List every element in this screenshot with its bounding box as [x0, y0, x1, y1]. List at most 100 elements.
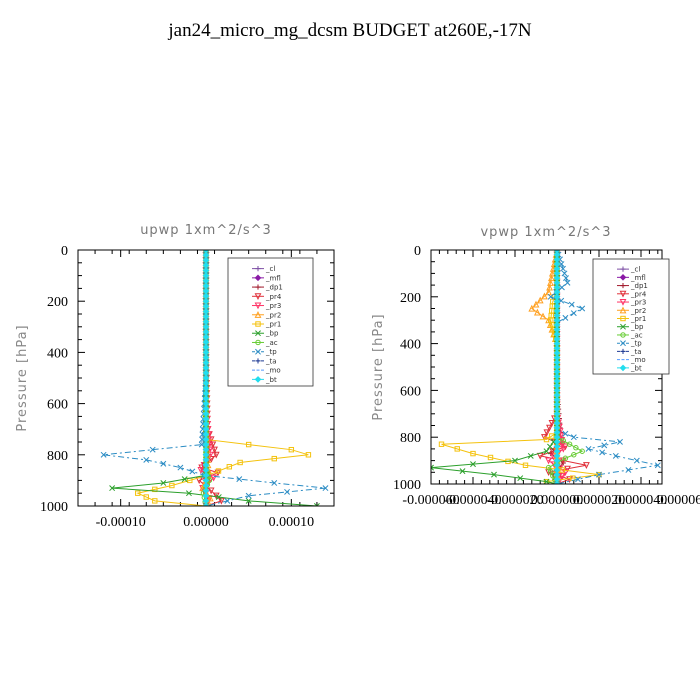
vpwp-series-tp-marker: [561, 270, 568, 277]
upwp-legend-label: _pr4: [265, 293, 282, 301]
vpwp-series-pr4-marker: [548, 420, 556, 427]
upwp-series-tp-marker: [143, 456, 150, 463]
upwp-series-tp-marker: [198, 441, 205, 448]
vpwp-series-bp-line: [431, 250, 558, 484]
upwp-legend-label: _bt: [265, 376, 277, 384]
vpwp-x-tick-label: 0.000000: [531, 493, 584, 508]
vpwp-series-bp-marker: [543, 478, 550, 484]
vpwp-series-pr2-marker: [540, 292, 548, 300]
vpwp-legend-marker: [619, 274, 627, 281]
vpwp-series-tp-marker: [579, 305, 586, 312]
vpwp-series-pr2-marker: [539, 312, 547, 320]
upwp-plot-frame: [77, 249, 335, 507]
vpwp-series-pr1-marker: [549, 433, 555, 439]
upwp-series-pr3-marker: [210, 474, 218, 482]
vpwp-series-tp-marker: [575, 476, 581, 483]
vpwp-series-bp-marker: [543, 448, 550, 455]
upwp-series-tp-marker: [236, 476, 243, 483]
vpwp-series-pr3-marker: [557, 432, 565, 440]
vpwp-series-pr2-marker: [533, 308, 541, 316]
upwp-series-tp-marker: [322, 485, 329, 492]
vpwp-series-tp-marker: [601, 442, 608, 449]
vpwp-legend-marker: [619, 364, 627, 372]
vpwp-series-ac-marker: [571, 452, 577, 458]
vpwp-series-ac-marker: [566, 441, 573, 447]
upwp-legend-label: _bp: [265, 330, 279, 338]
vpwp-series-tp-marker: [558, 261, 565, 267]
upwp-legend-label: _pr1: [265, 321, 281, 329]
vpwp-legend-label: _ac: [630, 331, 643, 339]
vpwp-y-tick-label: 600: [400, 384, 421, 399]
upwp-series-pr4-marker: [212, 451, 220, 459]
vpwp-series-pr1-line: [441, 250, 600, 484]
vpwp-series-ac-marker: [579, 448, 585, 454]
upwp-series-bp-marker: [313, 503, 320, 506]
vpwp-legend-label: _pr3: [630, 299, 646, 307]
vpwp-series-pr3-marker: [545, 457, 553, 465]
upwp-y-tick-label: 1000: [40, 500, 68, 515]
upwp-series-tp-marker: [224, 497, 231, 504]
vpwp-legend-label: _cl: [630, 266, 640, 274]
vpwp-series-tp-marker: [625, 467, 632, 473]
vpwp-series-pr2-marker: [548, 269, 556, 277]
vpwp-legend-marker: [620, 282, 626, 289]
page-title: jan24_micro_mg_dcsm BUDGET at260E,-17N: [168, 20, 532, 41]
upwp-y-tick-label: 400: [47, 346, 68, 361]
vpwp-legend-label: _mo: [630, 356, 646, 364]
vpwp-series-pr2-marker: [536, 296, 544, 304]
vpwp-legend-label: _pr4: [630, 290, 647, 298]
upwp-legend-marker: [254, 274, 262, 282]
vpwp-y-tick-label: 800: [400, 431, 421, 446]
vpwp-x-tick-label: 0.000040: [615, 493, 668, 508]
vpwp-x-tick-label: -0.000060: [402, 493, 459, 508]
upwp-series-pr1-marker: [226, 464, 233, 470]
vpwp-series-bp-marker: [550, 438, 557, 445]
upwp-legend-marker: [255, 330, 261, 337]
upwp-series-bt-marker: [202, 502, 210, 506]
upwp-y-axis-label: Pressure [hPa]: [15, 324, 30, 431]
upwp-series-tp-marker: [100, 451, 107, 458]
upwp-x-tick-label: -0.00010: [96, 515, 146, 530]
vpwp-y-tick-label: 400: [400, 338, 421, 353]
vpwp-series-tp-marker: [564, 279, 571, 286]
vpwp-series-tp-marker: [633, 457, 640, 464]
upwp-series-bp-marker: [215, 494, 222, 500]
upwp-series-tp-marker: [199, 431, 206, 438]
upwp-y-tick-label: 800: [47, 449, 68, 464]
vpwp-ticks: 0 200 400 600 800 1000-0.000060-0.000040-0.00…: [393, 244, 700, 508]
vpwp-series-ac-marker: [573, 445, 579, 451]
upwp-series-bp-marker: [160, 480, 167, 486]
upwp-legend-label: _tp: [265, 348, 277, 356]
vpwp-series-pr1-marker: [543, 436, 550, 443]
vpwp-x-tick-label: -0.000040: [444, 493, 501, 508]
vpwp-legend-box: [592, 258, 670, 375]
vpwp-series-pr1-marker: [438, 441, 445, 447]
vpwp-series-pr2-marker: [547, 279, 554, 286]
vpwp-series-tp-marker: [547, 293, 554, 300]
upwp-series-tp-marker: [199, 436, 206, 443]
upwp-series-tp-marker: [149, 446, 156, 453]
upwp-legend-marker: [255, 348, 261, 355]
vpwp-series-bp-marker: [517, 475, 524, 482]
upwp-series-lines: [100, 250, 329, 506]
vpwp-series-bt-marker: [553, 480, 561, 484]
vpwp-y-tick-label: 0: [414, 244, 421, 259]
upwp-series-pr4-marker: [217, 497, 225, 505]
vpwp-series-bp-marker: [470, 461, 476, 468]
upwp-legend-label: _mo: [265, 367, 281, 375]
vpwp-series-tp-marker: [562, 430, 569, 437]
vpwp-series-pr1-marker: [487, 454, 494, 461]
vpwp-series-ac-marker: [545, 464, 552, 471]
vpwp-series-pr2-marker: [547, 274, 555, 282]
vpwp-legend-marker: [619, 290, 627, 298]
upwp-series-pr1-marker: [152, 486, 158, 493]
upwp-legend-box: [227, 257, 314, 387]
upwp-y-tick-label: 600: [47, 398, 68, 413]
vpwp-series-ac-marker: [560, 438, 566, 444]
upwp-legend-marker: [254, 311, 262, 318]
upwp-series-tp-marker: [160, 460, 167, 467]
upwp-series-tp-marker: [203, 250, 209, 253]
vpwp-series-bp-marker: [459, 468, 466, 475]
vpwp-legend-label: _tp: [630, 340, 642, 348]
upwp-legend-label: _pr2: [265, 311, 281, 319]
